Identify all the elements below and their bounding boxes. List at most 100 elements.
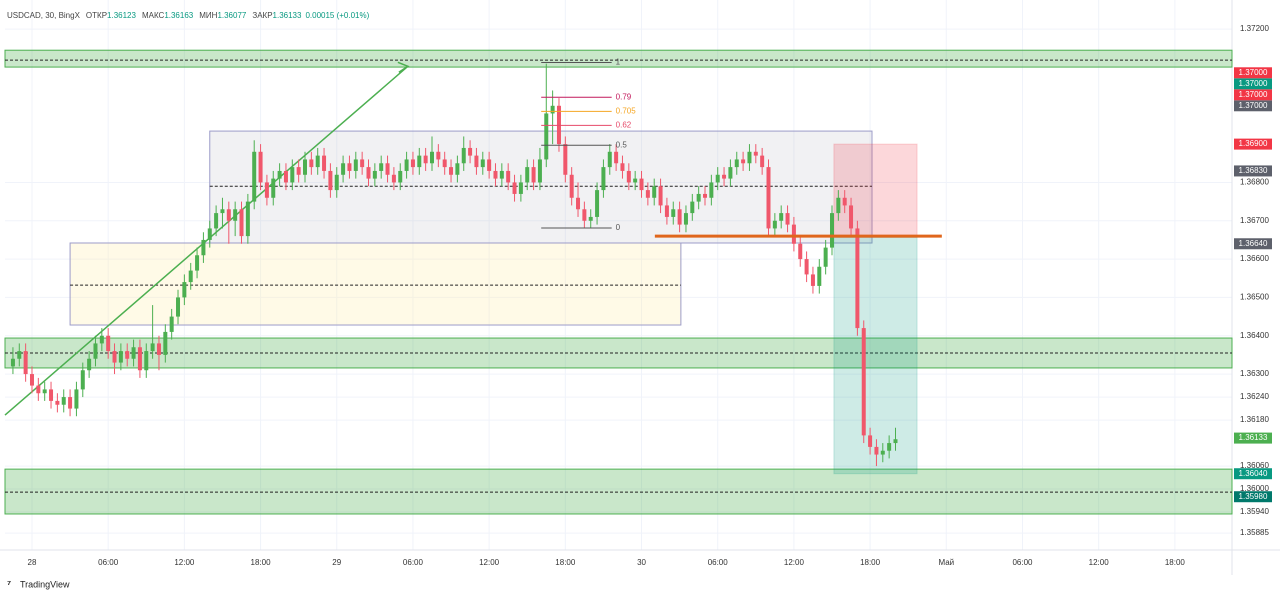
price-badge bbox=[1234, 432, 1272, 444]
candle-body bbox=[525, 167, 530, 183]
x-tick-label: 12:00 bbox=[1089, 558, 1110, 567]
candle-body bbox=[639, 178, 644, 191]
candle-body bbox=[474, 155, 479, 168]
trend-arrowhead bbox=[397, 61, 410, 73]
candle-body bbox=[537, 159, 542, 183]
candle-body bbox=[296, 167, 301, 175]
fib-label: 1 bbox=[616, 58, 621, 67]
candle-body bbox=[658, 186, 663, 206]
candle-body bbox=[620, 163, 625, 171]
candle-body bbox=[715, 174, 720, 183]
candle-body bbox=[264, 182, 269, 198]
price-badge bbox=[1234, 67, 1272, 79]
candle-body bbox=[804, 259, 809, 275]
candle-body bbox=[499, 170, 504, 179]
price-badge bbox=[1234, 238, 1272, 250]
candle-body bbox=[36, 385, 41, 394]
candle-body bbox=[258, 151, 263, 183]
candle-body bbox=[429, 151, 434, 164]
x-tick-label: 12:00 bbox=[479, 558, 500, 567]
candle-body bbox=[347, 163, 352, 171]
candle-body bbox=[436, 151, 441, 160]
candle-body bbox=[664, 205, 669, 217]
candle-body bbox=[829, 213, 834, 248]
candle-body bbox=[683, 213, 688, 225]
x-tick-label: 30 bbox=[637, 558, 646, 567]
candle-body bbox=[696, 193, 701, 202]
price-badge bbox=[1234, 468, 1272, 480]
price-badge bbox=[1234, 78, 1272, 90]
candle-body bbox=[252, 151, 257, 202]
symbol: USDCAD, 30, BingX bbox=[7, 11, 81, 20]
price-badge-label: 1.36830 bbox=[1239, 166, 1268, 175]
candle-body bbox=[150, 343, 155, 352]
brand-logo: ⁷ TradingView bbox=[7, 579, 70, 590]
candle-body bbox=[372, 170, 377, 179]
candle-body bbox=[99, 335, 104, 344]
candle-body bbox=[626, 170, 631, 183]
zone bbox=[4, 468, 1233, 515]
y-tick-label: 1.36700 bbox=[1240, 216, 1269, 225]
header-field-value: 1.36133 bbox=[273, 11, 302, 20]
x-tick-label: 12:00 bbox=[784, 558, 805, 567]
zone bbox=[833, 143, 918, 238]
candle-body bbox=[214, 213, 219, 229]
candle-body bbox=[271, 178, 276, 198]
candle-body bbox=[480, 159, 485, 168]
fib-label: 0.705 bbox=[616, 106, 637, 115]
candle-body bbox=[68, 397, 73, 409]
candle-body bbox=[874, 446, 879, 455]
candle-body bbox=[283, 170, 288, 183]
candle-body bbox=[487, 159, 492, 171]
candle-body bbox=[74, 389, 79, 409]
candle-body bbox=[468, 147, 473, 156]
price-badge bbox=[1234, 89, 1272, 101]
candle-body bbox=[201, 239, 206, 256]
candle-body bbox=[195, 255, 200, 271]
y-tick-label: 1.37200 bbox=[1240, 24, 1269, 33]
brand-mark: ⁷ bbox=[7, 580, 11, 591]
x-tick-label: 28 bbox=[28, 558, 37, 567]
candle-body bbox=[379, 163, 384, 171]
y-tick-label: 1.36240 bbox=[1240, 392, 1269, 401]
candle-body bbox=[233, 209, 238, 221]
y-tick-label: 1.35940 bbox=[1240, 507, 1269, 516]
candle-body bbox=[760, 155, 765, 168]
candle-body bbox=[544, 113, 549, 160]
candle-body bbox=[131, 347, 136, 359]
candle-body bbox=[601, 167, 606, 191]
fib-label: 0.62 bbox=[616, 121, 632, 130]
header-change: 0.00015 (+0.01%) bbox=[305, 11, 369, 20]
candle-body bbox=[245, 201, 250, 237]
brand-name: TradingView bbox=[20, 579, 70, 589]
candle-body bbox=[137, 347, 142, 371]
candle-body bbox=[747, 151, 752, 164]
trend-line bbox=[4, 65, 409, 416]
header-field-value: 1.36163 bbox=[164, 11, 193, 20]
header-field-label: МАКС bbox=[142, 11, 165, 20]
candle-body bbox=[29, 374, 34, 386]
candle-body bbox=[582, 209, 587, 221]
x-tick-label: 18:00 bbox=[860, 558, 881, 567]
candle-body bbox=[861, 328, 866, 436]
candle-body bbox=[785, 213, 790, 225]
x-tick-label: 29 bbox=[332, 558, 341, 567]
candle-body bbox=[518, 182, 523, 194]
price-badge bbox=[1234, 100, 1272, 112]
candle-body bbox=[93, 343, 98, 359]
fib-label: 0.79 bbox=[616, 92, 632, 101]
candle-body bbox=[722, 174, 727, 179]
x-tick-label: 06:00 bbox=[708, 558, 729, 567]
y-tick-label: 1.36300 bbox=[1240, 369, 1269, 378]
candle-body bbox=[569, 174, 574, 198]
candle-body bbox=[588, 216, 593, 221]
candle-body bbox=[893, 439, 898, 444]
candle-body bbox=[182, 282, 187, 298]
candle-body bbox=[55, 400, 60, 405]
candle-body bbox=[163, 331, 168, 355]
price-badge bbox=[1234, 138, 1272, 150]
y-tick-label: 1.36400 bbox=[1240, 331, 1269, 340]
candle-body bbox=[449, 167, 454, 175]
price-badge bbox=[1234, 491, 1272, 503]
candle-body bbox=[404, 159, 409, 171]
